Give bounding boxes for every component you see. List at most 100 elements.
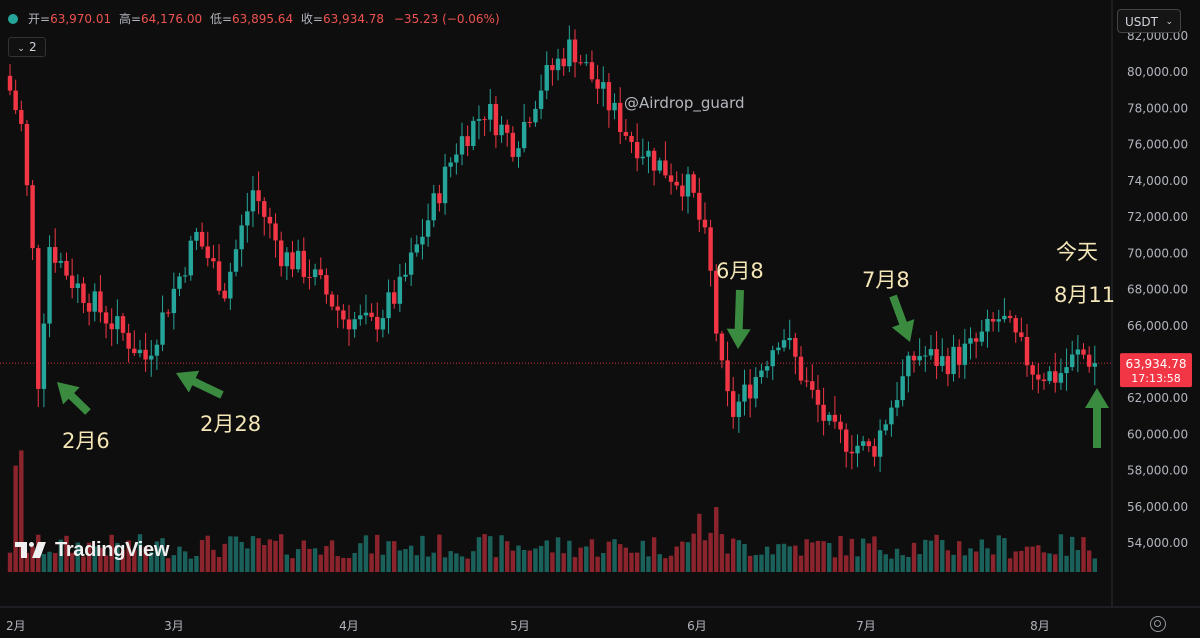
candle-body [380,318,386,330]
candle-body [30,185,35,249]
candle-body [295,250,301,270]
volume-bar [397,550,403,572]
volume-bar [137,534,143,572]
volume-bar [160,538,165,572]
candle-body [1030,365,1035,375]
candle-body [770,350,775,367]
volume-bar [612,539,617,572]
volume-bar [13,465,18,572]
y-tick-label: 54,000.00 [1127,536,1188,550]
volume-bar [1041,552,1047,572]
candle-body [894,400,900,408]
candle-body [98,291,103,313]
volume-bar [906,557,911,572]
volume-bar [1019,550,1024,572]
candle-body [1013,318,1018,333]
candle-body [945,356,951,375]
volume-bar [787,546,792,572]
candle-body [24,123,30,186]
candle-body [19,110,24,124]
close-label: 收= [300,12,323,26]
candle-body [781,340,787,348]
candle-body [465,136,470,146]
volume-bar [154,541,160,572]
volume-bar [126,540,131,572]
volume-bar [414,555,419,572]
candle-body [538,90,544,109]
candle-body [855,445,860,454]
y-tick-label: 72,000.00 [1127,210,1188,224]
volume-bar [222,543,227,572]
volume-bar [41,554,47,572]
y-tick-label: 70,000.00 [1127,246,1188,260]
arrow-icon-shape [889,294,915,342]
volume-bar [697,513,702,572]
candle-body [618,102,623,133]
currency-value: USDT [1125,15,1158,29]
candle-body [324,275,329,295]
current-price-badge-bg [1120,353,1192,388]
arrow-icon [889,294,915,342]
candle-body [341,310,346,320]
candle-body [753,377,758,399]
volume-bar [19,450,24,572]
volume-bar [753,555,758,572]
volume-bar [838,536,843,572]
candle-body [612,102,617,111]
open-value: 63,970.01 [50,12,112,26]
x-tick-label: 2月 [6,619,26,633]
candle-body [109,323,114,330]
volume-bar [894,548,900,572]
close-value: 63,934.78 [322,12,385,26]
candle-body [510,132,516,157]
candle-body [369,312,374,317]
candle-body [860,441,866,446]
volume-bar [182,551,188,572]
candle-body [459,136,465,155]
candle-body [844,429,849,452]
candle-body [375,316,380,330]
candle-body [267,216,273,224]
candle-body [126,332,131,349]
volume-bar [798,555,804,572]
candle-body [476,119,482,121]
volume-bar [307,548,312,572]
candle-body [228,271,233,299]
watermark-text: @Airdrop_guard [624,94,745,113]
tradingview-logo-text: TradingView [55,539,170,561]
arrow-icon-shape [726,289,751,350]
volume-bar [680,541,685,572]
volume-bar [143,547,148,572]
y-tick-label: 80,000.00 [1127,65,1188,79]
currency-select[interactable]: USDT ⌄ [1117,9,1181,33]
volume-bar [872,536,877,572]
volume-bar [120,549,126,572]
volume-bar [877,550,883,572]
indicators-toggle[interactable]: ⌄ 2 [8,37,46,57]
volume-bar [69,552,75,572]
volume-bar [1075,550,1081,572]
candle-body [103,312,109,324]
volume-bar [521,549,527,572]
settings-gear-icon[interactable] [1150,616,1166,632]
candle-body [747,384,753,399]
candle-body [883,424,888,431]
volume-bar [329,540,335,572]
candle-body [685,174,691,197]
volume-bar [996,535,1001,572]
volume-bar [375,534,380,572]
candle-body [262,201,267,217]
candle-body [256,190,261,202]
volume-bar [324,546,329,572]
candle-body [188,240,193,276]
volume-bar [770,554,775,572]
volume-bar [115,542,120,572]
volume-bar [962,555,968,572]
volume-bar [668,555,674,572]
y-tick-label: 78,000.00 [1127,101,1188,115]
volume-bar [618,544,623,572]
candle-body [527,121,532,123]
x-tick-label: 8月 [1030,619,1050,633]
candle-body [1007,315,1013,319]
